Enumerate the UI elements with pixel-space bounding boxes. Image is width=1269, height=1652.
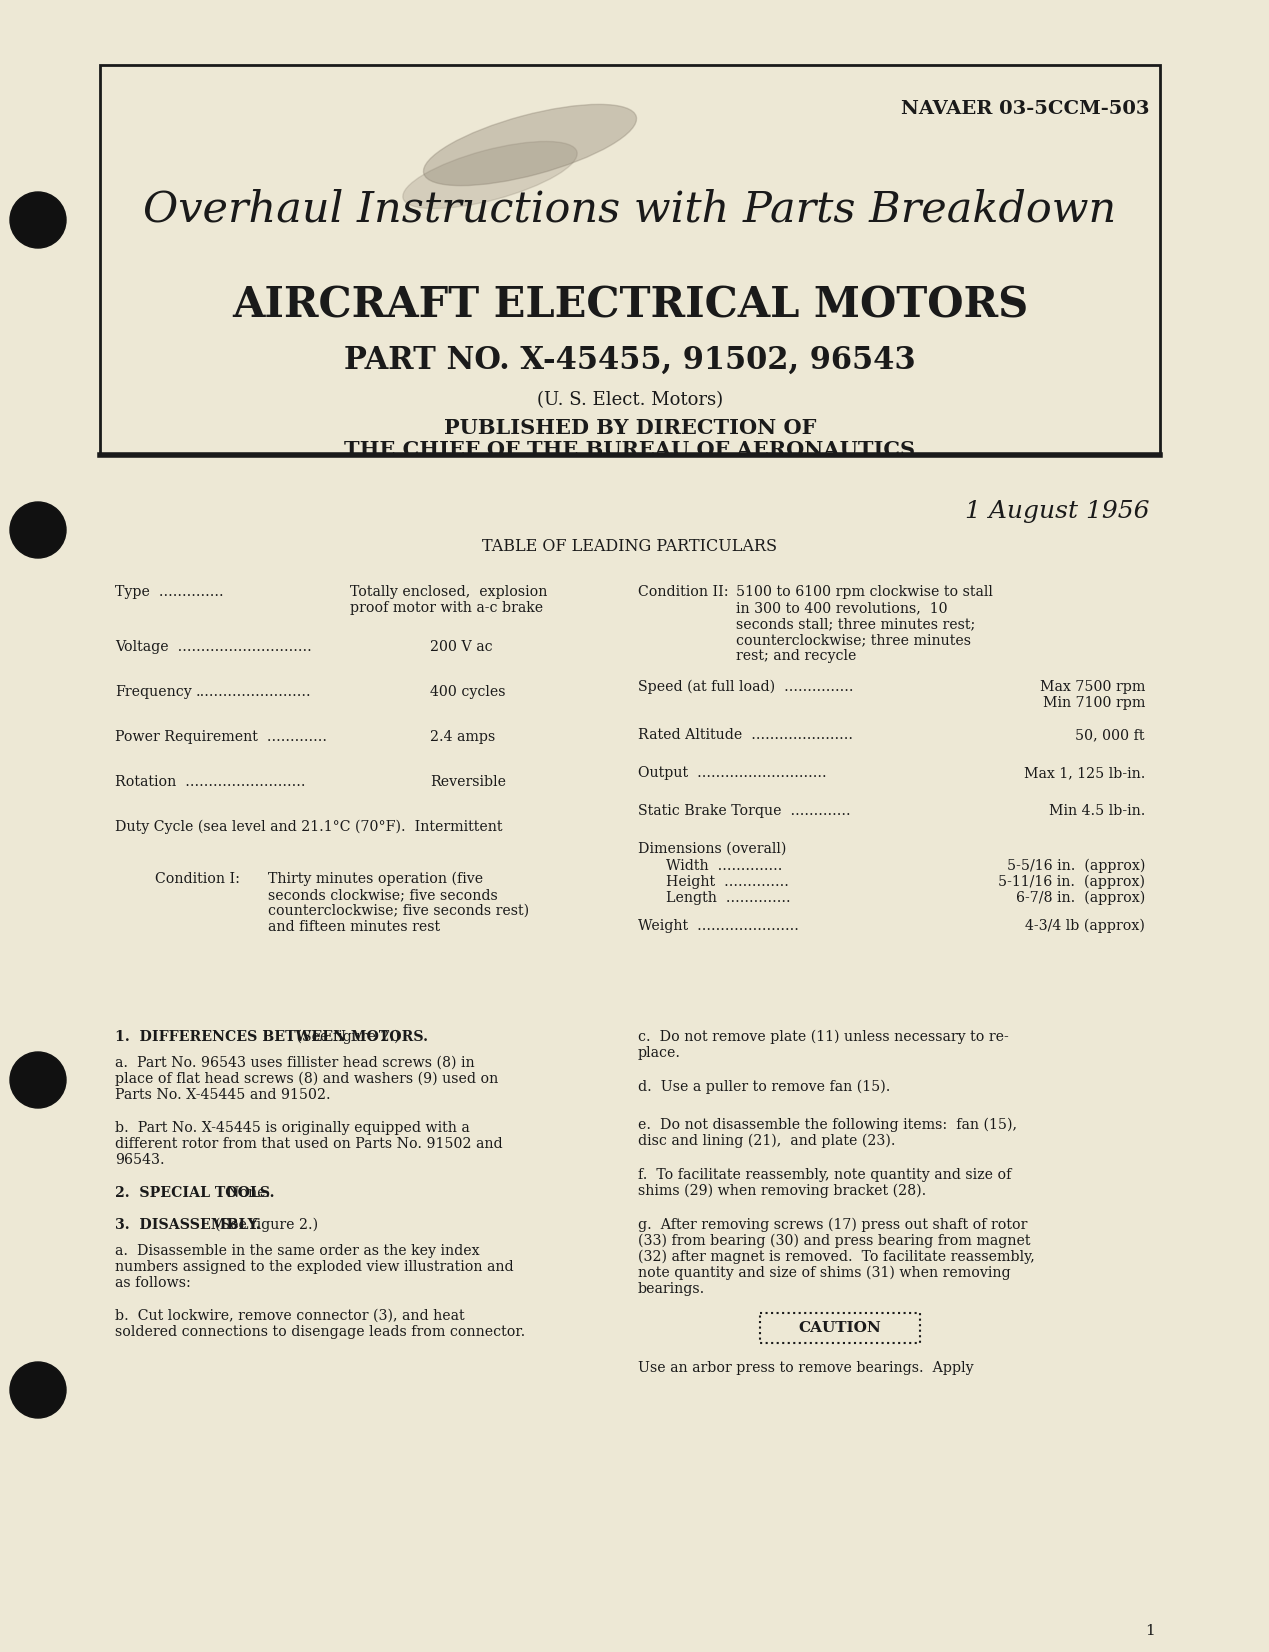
Text: soldered connections to disengage leads from connector.: soldered connections to disengage leads … (115, 1325, 525, 1340)
Text: Rotation  ..........................: Rotation .......................... (115, 775, 306, 790)
Text: a.  Disassemble in the same order as the key index: a. Disassemble in the same order as the … (115, 1244, 480, 1259)
Text: TABLE OF LEADING PARTICULARS: TABLE OF LEADING PARTICULARS (482, 539, 778, 555)
Text: Output  ............................: Output ............................ (638, 767, 826, 780)
Text: Max 1, 125 lb-in.: Max 1, 125 lb-in. (1024, 767, 1145, 780)
Ellipse shape (402, 142, 577, 208)
Text: 1: 1 (1145, 1624, 1155, 1639)
Text: Weight  ......................: Weight ...................... (638, 919, 799, 933)
Text: d.  Use a puller to remove fan (15).: d. Use a puller to remove fan (15). (638, 1080, 891, 1094)
Text: Static Brake Torque  .............: Static Brake Torque ............. (638, 805, 850, 818)
Text: PART NO. X-45455, 91502, 96543: PART NO. X-45455, 91502, 96543 (344, 345, 916, 375)
Text: 5-5/16 in.  (approx): 5-5/16 in. (approx) (1006, 859, 1145, 874)
Text: Duty Cycle (sea level and 21.1°C (70°F).  Intermittent: Duty Cycle (sea level and 21.1°C (70°F).… (115, 819, 503, 834)
Text: Height  ..............: Height .............. (666, 876, 789, 889)
Text: Length  ..............: Length .............. (666, 890, 791, 905)
Text: 5100 to 6100 rpm clockwise to stall: 5100 to 6100 rpm clockwise to stall (736, 585, 992, 600)
Text: and fifteen minutes rest: and fifteen minutes rest (268, 920, 440, 933)
Text: b.  Part No. X-45445 is originally equipped with a: b. Part No. X-45445 is originally equipp… (115, 1122, 470, 1135)
Text: (See figure 2.): (See figure 2.) (206, 1218, 319, 1232)
Text: Parts No. X-45445 and 91502.: Parts No. X-45445 and 91502. (115, 1089, 331, 1102)
Text: Overhaul Instructions with Parts Breakdown: Overhaul Instructions with Parts Breakdo… (143, 188, 1117, 231)
Text: e.  Do not disassemble the following items:  fan (15),: e. Do not disassemble the following item… (638, 1118, 1016, 1132)
Text: counterclockwise; five seconds rest): counterclockwise; five seconds rest) (268, 904, 529, 919)
Text: NAVAER 03-5CCM-503: NAVAER 03-5CCM-503 (901, 101, 1150, 117)
Text: b.  Cut lockwire, remove connector (3), and heat: b. Cut lockwire, remove connector (3), a… (115, 1308, 464, 1323)
Text: None.: None. (217, 1186, 270, 1199)
Text: Type  ..............: Type .............. (115, 585, 223, 600)
Text: Condition I:: Condition I: (155, 872, 240, 885)
Text: a.  Part No. 96543 uses fillister head screws (8) in: a. Part No. 96543 uses fillister head sc… (115, 1056, 475, 1070)
Text: proof motor with a-c brake: proof motor with a-c brake (350, 601, 543, 615)
Text: THE CHIEF OF THE BUREAU OF AERONAUTICS: THE CHIEF OF THE BUREAU OF AERONAUTICS (344, 439, 915, 459)
Text: Condition II:: Condition II: (638, 585, 728, 600)
Text: PUBLISHED BY DIRECTION OF: PUBLISHED BY DIRECTION OF (444, 418, 816, 438)
Text: Max 7500 rpm: Max 7500 rpm (1039, 681, 1145, 694)
Text: Voltage  .............................: Voltage ............................. (115, 639, 312, 654)
Text: 6-7/8 in.  (approx): 6-7/8 in. (approx) (1015, 890, 1145, 905)
Text: note quantity and size of shims (31) when removing: note quantity and size of shims (31) whe… (638, 1265, 1010, 1280)
Text: Use an arbor press to remove bearings.  Apply: Use an arbor press to remove bearings. A… (638, 1361, 973, 1374)
Text: in 300 to 400 revolutions,  10: in 300 to 400 revolutions, 10 (736, 601, 948, 615)
Text: g.  After removing screws (17) press out shaft of rotor: g. After removing screws (17) press out … (638, 1218, 1028, 1232)
Text: Thirty minutes operation (five: Thirty minutes operation (five (268, 872, 483, 887)
Text: 200 V ac: 200 V ac (430, 639, 492, 654)
Text: different rotor from that used on Parts No. 91502 and: different rotor from that used on Parts … (115, 1137, 503, 1151)
Text: place of flat head screws (8) and washers (9) used on: place of flat head screws (8) and washer… (115, 1072, 499, 1087)
Text: Min 7100 rpm: Min 7100 rpm (1043, 695, 1145, 710)
Text: (U. S. Elect. Motors): (U. S. Elect. Motors) (537, 392, 723, 410)
Text: Reversible: Reversible (430, 775, 506, 790)
Text: (32) after magnet is removed.  To facilitate reassembly,: (32) after magnet is removed. To facilit… (638, 1251, 1034, 1264)
Text: Power Requirement  .............: Power Requirement ............. (115, 730, 327, 743)
Text: c.  Do not remove plate (11) unless necessary to re-: c. Do not remove plate (11) unless neces… (638, 1029, 1009, 1044)
Ellipse shape (424, 104, 637, 185)
Text: (See figure 2.): (See figure 2.) (292, 1029, 400, 1044)
Text: rest; and recycle: rest; and recycle (736, 649, 857, 662)
Text: numbers assigned to the exploded view illustration and: numbers assigned to the exploded view il… (115, 1260, 514, 1274)
Text: Frequency: Frequency (115, 686, 192, 699)
Text: 3.  DISASSEMBLY.: 3. DISASSEMBLY. (115, 1218, 260, 1232)
Text: counterclockwise; three minutes: counterclockwise; three minutes (736, 633, 971, 648)
Text: disc and lining (21),  and plate (23).: disc and lining (21), and plate (23). (638, 1133, 896, 1148)
Text: 4-3/4 lb (approx): 4-3/4 lb (approx) (1025, 919, 1145, 933)
Text: Width  ..............: Width .............. (666, 859, 783, 872)
Text: as follows:: as follows: (115, 1275, 190, 1290)
Circle shape (10, 192, 66, 248)
Text: bearings.: bearings. (638, 1282, 706, 1297)
Text: Speed (at full load)  ...............: Speed (at full load) ............... (638, 681, 854, 694)
Text: seconds stall; three minutes rest;: seconds stall; three minutes rest; (736, 616, 976, 631)
Text: shims (29) when removing bracket (28).: shims (29) when removing bracket (28). (638, 1184, 926, 1198)
Text: 2.4 amps: 2.4 amps (430, 730, 495, 743)
Text: 400 cycles: 400 cycles (430, 686, 505, 699)
Text: seconds clockwise; five seconds: seconds clockwise; five seconds (268, 889, 497, 902)
Circle shape (10, 1052, 66, 1108)
Text: place.: place. (638, 1046, 681, 1061)
Text: 5-11/16 in.  (approx): 5-11/16 in. (approx) (997, 876, 1145, 889)
Circle shape (10, 1361, 66, 1417)
Circle shape (10, 502, 66, 558)
Text: 1 August 1956: 1 August 1956 (966, 501, 1150, 524)
Text: 50, 000 ft: 50, 000 ft (1076, 729, 1145, 742)
Text: 2.  SPECIAL TOOLS.: 2. SPECIAL TOOLS. (115, 1186, 274, 1199)
Text: f.  To facilitate reassembly, note quantity and size of: f. To facilitate reassembly, note quanti… (638, 1168, 1011, 1181)
Text: Totally enclosed,  explosion: Totally enclosed, explosion (350, 585, 547, 600)
Text: 96543.: 96543. (115, 1153, 165, 1166)
Text: Rated Altitude  ......................: Rated Altitude ...................... (638, 729, 853, 742)
Text: AIRCRAFT ELECTRICAL MOTORS: AIRCRAFT ELECTRICAL MOTORS (232, 284, 1028, 325)
Text: .........................: ......................... (195, 686, 312, 699)
Text: Dimensions (overall): Dimensions (overall) (638, 843, 787, 856)
Text: (33) from bearing (30) and press bearing from magnet: (33) from bearing (30) and press bearing… (638, 1234, 1030, 1249)
Text: Min 4.5 lb-in.: Min 4.5 lb-in. (1048, 805, 1145, 818)
Text: 1.  DIFFERENCES BETWEEN MOTORS.: 1. DIFFERENCES BETWEEN MOTORS. (115, 1029, 428, 1044)
Text: CAUTION: CAUTION (798, 1322, 882, 1335)
